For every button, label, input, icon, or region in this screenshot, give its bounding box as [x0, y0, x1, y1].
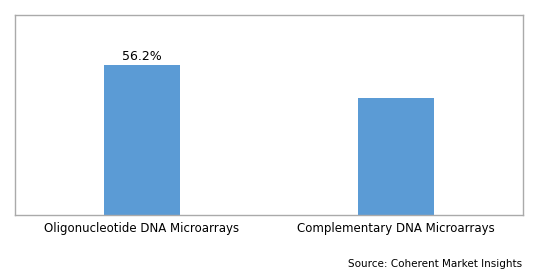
Text: 56.2%: 56.2%	[122, 50, 162, 63]
Bar	[358, 98, 434, 215]
Text: Source: Coherent Market Insights: Source: Coherent Market Insights	[348, 259, 522, 269]
Bar	[104, 65, 180, 215]
